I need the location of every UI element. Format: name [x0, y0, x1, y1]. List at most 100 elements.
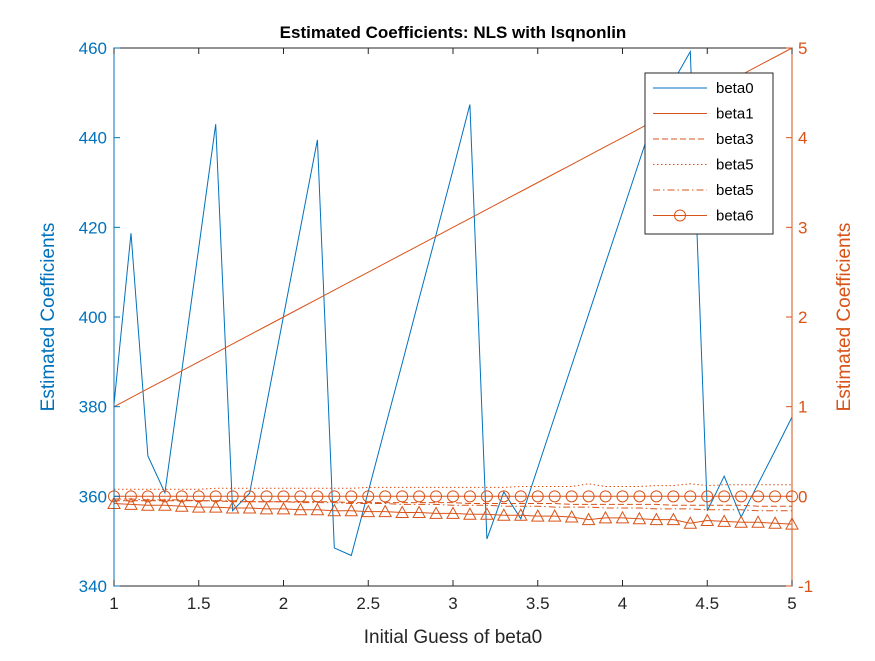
y-left-tick-label: 360 [79, 487, 107, 506]
data-point-beta6 [565, 490, 578, 503]
data-point-triangle [446, 506, 460, 519]
data-point-triangle [564, 509, 579, 523]
data-point-beta6 [633, 490, 646, 503]
data-point-triangle [158, 498, 172, 511]
data-point-triangle [208, 500, 223, 513]
y-left-tick-label: 460 [79, 39, 107, 58]
data-point-beta6 [497, 490, 510, 503]
data-point-triangle [547, 509, 562, 522]
data-point-beta6 [141, 490, 154, 503]
data-point-beta6 [718, 490, 731, 503]
legend-label-beta0: beta0 [716, 80, 754, 97]
data-point-triangle [141, 498, 155, 511]
y-right-tick-label: -1 [798, 577, 813, 596]
y-left-tick-label: 400 [79, 308, 107, 327]
x-tick-label: 1 [109, 594, 118, 613]
data-point-triangle [174, 499, 189, 512]
data-point-beta6 [769, 490, 782, 503]
data-point-beta6 [480, 490, 493, 503]
series-line-beta0-0 [113, 49, 793, 557]
y-right-tick-label: 4 [798, 129, 807, 148]
data-point-beta6 [447, 490, 459, 503]
data-point-beta6 [616, 490, 629, 503]
data-point-triangle [412, 505, 426, 518]
data-point-beta6 [328, 490, 341, 503]
x-tick-label: 1.5 [187, 594, 211, 613]
data-point-beta6 [582, 490, 595, 503]
chart-title: Estimated Coefficients: NLS with lsqnonl… [280, 23, 627, 42]
data-point-beta6 [124, 490, 137, 503]
series-line-beta5-3 [114, 483, 792, 490]
data-point-beta6 [667, 490, 680, 503]
x-tick-label: 2.5 [356, 594, 380, 613]
data-point-triangle [259, 501, 274, 515]
y-right-tick-label: 1 [798, 398, 807, 417]
data-point-beta6 [294, 490, 307, 503]
legend-label-beta1: beta1 [716, 106, 754, 123]
series-line-triangle-6 [113, 503, 793, 525]
legend-box [644, 72, 774, 235]
data-point-triangle [191, 500, 206, 513]
x-axis-label: Initial Guess of beta0 [364, 627, 543, 648]
x-tick-label: 4.5 [695, 594, 719, 613]
data-point-triangle [581, 512, 596, 526]
data-point-triangle [124, 497, 138, 510]
axes-layer: 1 1.5 2 2.5 3 3.5 4 4.5 5340360380400420440460-1… [79, 39, 814, 613]
data-point-triangle [378, 504, 393, 518]
data-point-triangle [293, 502, 308, 516]
data-point-triangle [649, 512, 664, 526]
data-point-beta6 [735, 490, 748, 503]
legend: beta0 beta1 beta3 beta5 beta5 beta6 [644, 72, 774, 235]
data-point-triangle [615, 510, 630, 524]
data-point-triangle [530, 509, 545, 522]
data-point-beta6 [548, 490, 561, 503]
series-line-beta5-4 [114, 498, 792, 512]
y-left-tick-label: 340 [79, 577, 107, 596]
data-point-beta6 [277, 490, 290, 503]
x-tick-label: 3 [448, 594, 457, 613]
legend-label-beta5: beta5 [716, 157, 754, 174]
data-point-triangle [513, 508, 528, 521]
data-point-triangle [598, 510, 613, 524]
data-point-beta6 [379, 490, 392, 503]
y-right-tick-label: 5 [798, 39, 807, 58]
legend-label-beta6: beta6 [716, 208, 754, 225]
y-axis-label-right: Estimated Coefficients [834, 223, 855, 412]
y-axis-label-left: Estimated Coefficients [38, 223, 59, 412]
series-line-beta3-2 [114, 500, 792, 507]
x-tick-label: 3.5 [526, 594, 550, 613]
data-point-triangle [429, 506, 443, 519]
y-right-tick-label: 3 [798, 218, 807, 237]
data-point-triangle [480, 507, 494, 520]
x-tick-label: 5 [787, 594, 796, 613]
data-point-triangle [683, 516, 698, 529]
data-point-beta6 [531, 490, 544, 503]
y-left-tick-label: 380 [79, 398, 107, 417]
data-point-beta6 [684, 490, 697, 503]
data-point-beta6 [260, 490, 273, 503]
data-point-beta6 [362, 490, 375, 503]
data-point-triangle [276, 501, 291, 515]
x-tick-label: 4 [618, 594, 627, 613]
data-point-triangle [361, 504, 376, 518]
data-point-triangle [310, 502, 325, 516]
data-point-triangle [496, 508, 511, 521]
data-point-triangle [751, 515, 765, 528]
data-point-triangle [242, 500, 257, 514]
data-point-beta6 [396, 490, 409, 503]
data-point-triangle [225, 500, 240, 514]
data-point-beta6 [311, 490, 324, 503]
data-point-beta6 [514, 490, 527, 503]
data-point-triangle [395, 505, 410, 518]
y-left-tick-label: 420 [79, 218, 107, 237]
legend-label-beta5: beta5 [716, 182, 754, 199]
data-point-beta6 [430, 490, 443, 503]
y-right-tick-label: 2 [798, 308, 807, 327]
data-point-beta6 [463, 490, 476, 503]
data-point-beta6 [650, 490, 663, 503]
data-point-triangle [632, 511, 647, 525]
data-point-triangle [717, 514, 732, 527]
data-point-triangle [327, 503, 342, 517]
data-point-beta6 [345, 490, 358, 503]
